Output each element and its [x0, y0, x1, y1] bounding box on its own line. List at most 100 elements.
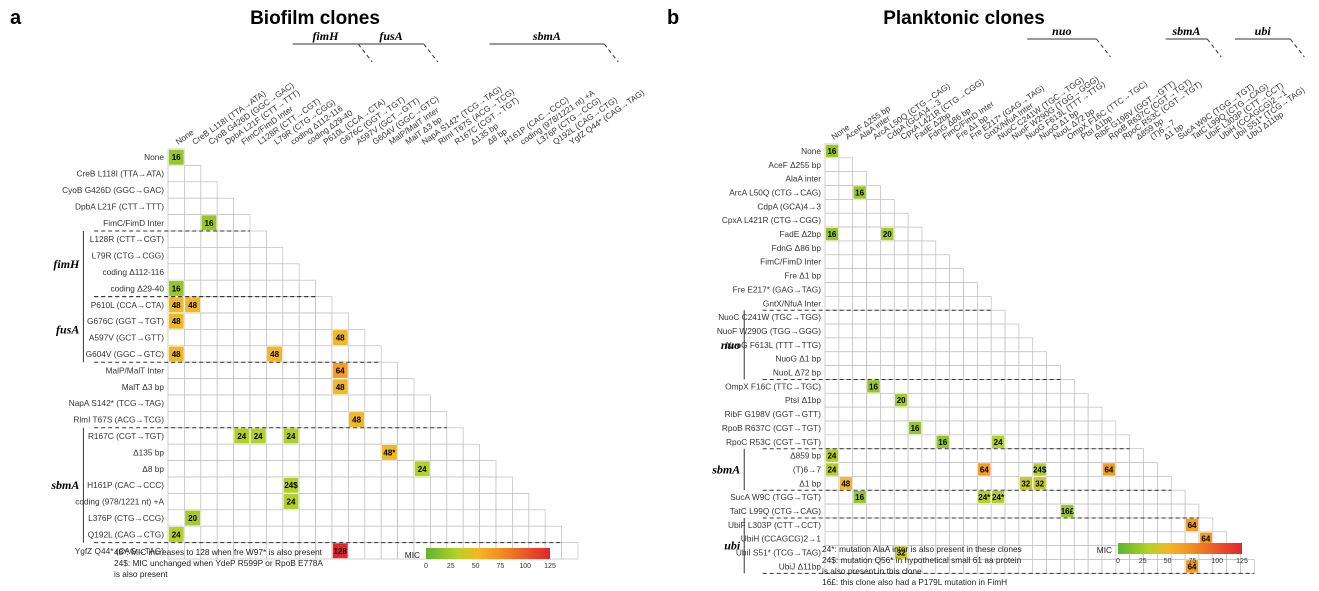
matrix-cell [976, 337, 992, 353]
matrix-cell [963, 392, 978, 408]
matrix-cell [298, 493, 316, 511]
matrix-cell [249, 279, 267, 297]
matrix-cell [430, 443, 448, 461]
matrix-cell [1060, 517, 1075, 533]
mic-value-cell [168, 280, 185, 297]
panel-title: Biofilm clones [250, 8, 380, 29]
matrix-cell [216, 345, 234, 363]
matrix-cell [852, 282, 867, 297]
matrix-cell [1018, 351, 1034, 366]
matrix-cell [397, 525, 415, 543]
matrix-cell [266, 247, 284, 265]
matrix-cell [249, 329, 267, 347]
matrix-cell [233, 476, 251, 494]
matrix-cell [331, 345, 349, 363]
row-label: UbiI S51* (TCG→TAG) [736, 548, 821, 558]
mic-value-cell [414, 460, 431, 477]
matrix-cell [838, 157, 854, 173]
group-separator [423, 43, 439, 63]
matrix-cell [949, 434, 964, 450]
matrix-cell [852, 212, 867, 228]
matrix-cell [921, 337, 937, 353]
matrix-cell [824, 212, 840, 228]
matrix-cell [380, 427, 398, 445]
matrix-cell [544, 525, 562, 543]
matrix-cell [1087, 448, 1103, 463]
matrix-cell [233, 378, 251, 396]
matrix-cell [963, 379, 978, 394]
mic-value-label: 24 [994, 438, 1003, 447]
matrix-cell [976, 351, 992, 366]
footnote: is also present in this clone [822, 566, 922, 576]
matrix-cell [200, 263, 218, 281]
matrix-cell [838, 282, 854, 297]
matrix-cell [852, 434, 867, 450]
matrix-cell [1129, 503, 1144, 519]
matrix-cell [1046, 462, 1061, 477]
matrix-cell [315, 329, 333, 347]
matrix-cell [1004, 406, 1020, 422]
row-label: RpoB R637C (CGT→TGT) [722, 423, 821, 433]
matrix-cell [824, 171, 840, 186]
matrix-cell [1004, 489, 1020, 505]
matrix-cell [1046, 420, 1061, 436]
mic-value-label: 64 [1201, 535, 1210, 544]
matrix-cell [1018, 517, 1034, 533]
row-label: R167C (CGT→TGT) [88, 431, 164, 441]
matrix-cell [1101, 420, 1117, 436]
matrix-cell [990, 420, 1006, 436]
matrix-cell [1004, 420, 1020, 436]
row-groups: nuo sbmA ubi [711, 309, 1255, 574]
row-label: L79R (CTG→CGG) [92, 251, 165, 261]
matrix-cell [907, 323, 923, 339]
mic-value-label: 16 [855, 188, 864, 197]
matrix-cell [907, 296, 923, 311]
mic-value-label: 64 [1188, 521, 1197, 530]
matrix-cell [216, 230, 234, 248]
matrix-cell [990, 309, 1006, 325]
mic-value-label: 48 [336, 334, 345, 343]
matrix-cell [1101, 517, 1117, 533]
matrix-cell [216, 329, 234, 347]
matrix-cell [935, 282, 950, 297]
matrix-cell [824, 503, 840, 519]
matrix-cell [200, 427, 218, 445]
matrix-cell [1184, 503, 1200, 519]
row-label: FimC/FimD Inter [103, 218, 164, 228]
row-label: L376P (CTG→CCG) [88, 513, 164, 523]
matrix-cell [167, 247, 185, 265]
matrix-cell [893, 309, 909, 325]
matrix-cell [824, 282, 840, 297]
matrix-cell [866, 489, 881, 505]
matrix-cell [1087, 476, 1103, 491]
mic-value-label: 32 [1021, 479, 1030, 488]
matrix-cell [1087, 489, 1103, 505]
mic-value-label: 24* [978, 493, 991, 502]
matrix-cell [331, 443, 349, 461]
matrix-cell [1073, 545, 1089, 560]
mic-value-label: 16 [869, 382, 878, 391]
matrix-cell [216, 443, 234, 461]
matrix-cell [298, 443, 316, 461]
matrix-cell [184, 345, 202, 363]
matrix-cell [880, 323, 895, 339]
matrix-cell [200, 493, 218, 511]
matrix-cell [935, 254, 950, 270]
matrix-cell [921, 420, 937, 436]
mic-value-cell [332, 378, 349, 395]
matrix-cell [216, 361, 234, 379]
matrix-cell [216, 279, 234, 297]
matrix-cell [949, 406, 964, 422]
matrix-cell [430, 509, 448, 527]
matrix-cell [413, 443, 431, 461]
matrix-cell [266, 361, 284, 379]
matrix-cell [282, 378, 300, 396]
mic-value-label: 48 [188, 301, 197, 310]
row-label: UbiJ Δ11bp [779, 561, 822, 571]
row-label: MalT Δ3 bp [122, 382, 165, 392]
matrix-cell [921, 296, 937, 311]
matrix-cell [200, 230, 218, 248]
matrix-cell [1004, 337, 1020, 353]
matrix-cell [167, 165, 185, 183]
